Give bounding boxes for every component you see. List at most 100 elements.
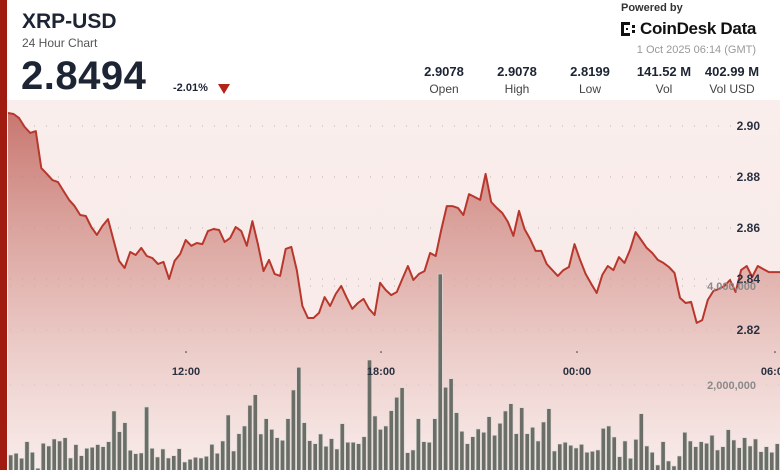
volume-bar	[481, 431, 487, 470]
volume-bar	[497, 422, 503, 470]
volume-bar	[448, 378, 454, 470]
timestamp: 1 Oct 2025 06:14 (GMT)	[636, 44, 756, 56]
volume-bar	[600, 428, 606, 470]
volume-bar	[19, 457, 24, 470]
stat-value: 141.52 M	[636, 64, 692, 79]
volume-bar	[584, 451, 590, 470]
volume-bar	[13, 452, 19, 470]
volume-bar	[285, 418, 291, 470]
volume-bar	[323, 445, 329, 470]
volume-bar	[383, 425, 389, 470]
x-tick-mark	[380, 351, 382, 353]
volume-bar	[339, 423, 345, 470]
volume-bar	[356, 443, 361, 470]
volume-bar	[742, 437, 747, 470]
volume-bar	[437, 273, 443, 470]
volume-bar	[24, 441, 30, 470]
x-tick-mark	[774, 351, 776, 353]
stat-high: 2.9078 High	[477, 64, 557, 96]
volume-bar	[562, 441, 568, 470]
volume-bar	[274, 437, 280, 470]
volume-bar	[133, 453, 139, 470]
volume-bar	[568, 444, 574, 470]
volume-bar	[546, 408, 552, 470]
volume-bar	[464, 443, 470, 470]
volume-bar	[644, 445, 650, 470]
x-tick-mark	[576, 351, 578, 353]
volume-bar	[617, 456, 622, 470]
volume-bar	[638, 413, 644, 470]
volume-bar	[633, 439, 639, 470]
volume-bar	[486, 416, 492, 470]
volume-bar	[122, 422, 128, 470]
volume-bar	[725, 429, 731, 470]
stat-open: 2.9078 Open	[404, 64, 484, 96]
volume-bar	[747, 445, 753, 470]
x-tick-label: 12:00	[172, 366, 200, 378]
volume-bar	[698, 441, 704, 470]
down-arrow-icon	[218, 84, 230, 94]
volume-bar	[524, 433, 530, 470]
volume-bar	[443, 386, 448, 470]
volume-bar	[166, 457, 171, 470]
volume-bar	[720, 446, 726, 470]
volume-bar	[367, 359, 372, 470]
volume-bar	[731, 439, 737, 470]
x-tick-label: 00:00	[563, 366, 591, 378]
stat-vol-usd: 402.99 M Vol USD	[692, 64, 772, 96]
x-tick-label: 18:00	[367, 366, 395, 378]
volume-bar	[579, 444, 584, 470]
volume-bar	[68, 457, 73, 470]
volume-bar	[475, 428, 481, 470]
price-area	[8, 113, 780, 470]
volume-bar	[73, 444, 79, 470]
volume-bar	[280, 439, 285, 470]
y-tick-label: 2.82	[737, 323, 761, 337]
volume-bar	[242, 425, 247, 470]
volume-bar	[595, 449, 601, 470]
stat-label: Low	[578, 82, 601, 96]
volume-bar	[225, 414, 231, 470]
accent-bar	[0, 0, 7, 470]
volume-bar	[709, 434, 715, 470]
stat-value: 402.99 M	[704, 64, 760, 79]
volume-bar	[774, 443, 780, 470]
volume-bar	[312, 443, 318, 470]
volume-bar	[432, 418, 438, 470]
volume-bar	[676, 455, 682, 470]
volume-bar	[204, 455, 209, 470]
volume-bar	[606, 425, 612, 470]
volume-bar	[589, 450, 595, 470]
volume-bar	[187, 458, 193, 470]
volume-bar	[198, 457, 204, 470]
volume-bar	[144, 406, 149, 470]
volume-bar	[421, 441, 427, 470]
volume-bar	[492, 434, 497, 470]
volume-tick-label: 2,000,000	[707, 380, 756, 392]
volume-bar	[508, 403, 514, 470]
volume-bar	[502, 410, 508, 470]
volume-bar	[649, 451, 655, 470]
volume-bar	[459, 430, 465, 470]
pair-title: XRP-USD	[22, 10, 117, 33]
volume-bar	[513, 433, 519, 470]
volume-bar	[715, 449, 720, 470]
volume-bar	[35, 467, 41, 470]
volume-bar	[660, 441, 666, 470]
stat-label: Vol USD	[709, 82, 755, 96]
volume-bar	[628, 457, 633, 470]
volume-bar	[193, 456, 198, 470]
volume-bar	[138, 452, 144, 470]
price-change: -2.01%	[173, 82, 208, 94]
volume-bar	[231, 450, 236, 470]
volume-bar	[693, 446, 699, 470]
volume-bar	[100, 446, 106, 470]
volume-bar	[372, 415, 378, 470]
volume-bar	[666, 460, 671, 470]
y-tick-label: 2.86	[737, 221, 761, 235]
volume-bar	[182, 461, 188, 470]
volume-bar	[40, 442, 46, 470]
stat-vol: 141.52 M Vol	[624, 64, 704, 96]
volume-bar	[117, 431, 122, 470]
